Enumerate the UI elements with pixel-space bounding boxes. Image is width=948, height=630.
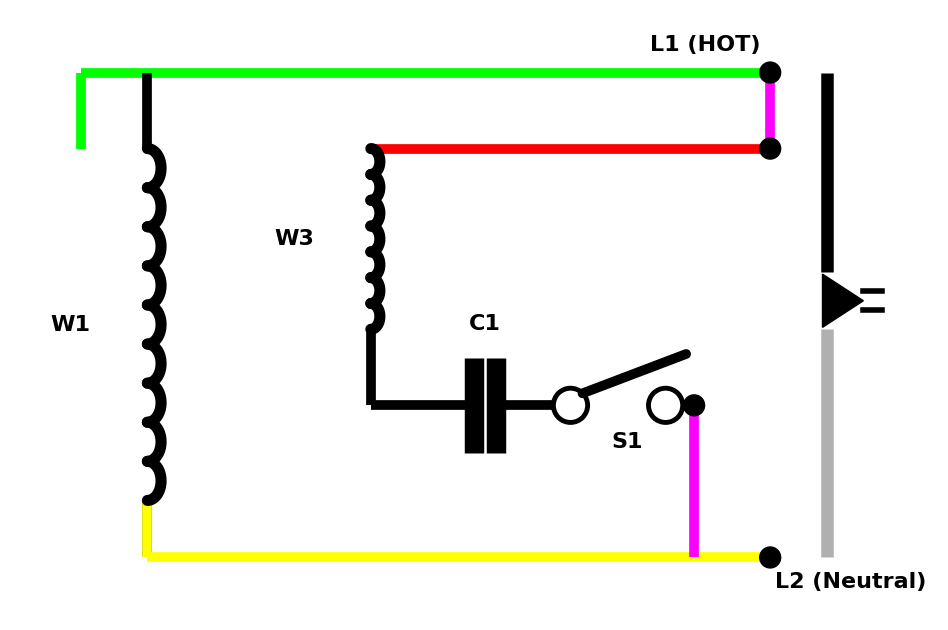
Text: L1 (HOT): L1 (HOT) xyxy=(650,35,760,55)
Circle shape xyxy=(684,395,704,416)
Text: S1: S1 xyxy=(611,432,644,452)
Text: W3: W3 xyxy=(274,229,314,249)
Circle shape xyxy=(554,388,588,423)
Circle shape xyxy=(759,62,780,83)
Polygon shape xyxy=(823,274,864,328)
Circle shape xyxy=(759,547,780,568)
Text: L2 (Neutral): L2 (Neutral) xyxy=(775,572,926,592)
Circle shape xyxy=(648,388,683,423)
Circle shape xyxy=(759,138,780,159)
Text: W1: W1 xyxy=(50,314,90,335)
Text: C1: C1 xyxy=(469,314,501,334)
